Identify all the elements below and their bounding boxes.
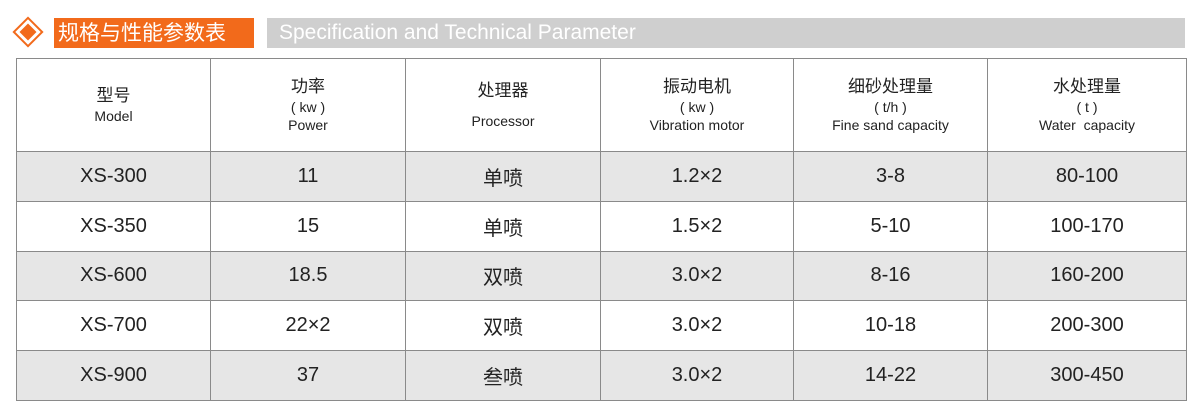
cell-power: 22×2	[210, 300, 406, 352]
cell-vibration-motor: 3.0×2	[600, 300, 794, 352]
cell-vibration-motor: 3.0×2	[600, 250, 794, 302]
table-row: XS-900 37 叁喷 3.0×2 14-22 300-450	[16, 350, 1187, 401]
cell-vibration-motor: 1.5×2	[600, 200, 794, 252]
cell-model: XS-900	[16, 350, 211, 401]
cell-fine-sand: 10-18	[793, 300, 988, 352]
header-water: 水处理量( t ) Water capacity	[987, 58, 1187, 152]
cell-water: 80-100	[987, 151, 1187, 202]
cell-power: 37	[210, 350, 406, 401]
cell-fine-sand: 5-10	[793, 200, 988, 252]
cell-vibration-motor: 1.2×2	[600, 151, 794, 202]
cell-fine-sand: 8-16	[793, 250, 988, 302]
cell-fine-sand: 14-22	[793, 350, 988, 401]
diamond-icon	[12, 16, 44, 48]
cell-water: 100-170	[987, 200, 1187, 252]
cell-water: 300-450	[987, 350, 1187, 401]
cell-processor: 单喷	[405, 151, 601, 202]
header-model: 型号 Model	[16, 58, 211, 152]
cell-power: 15	[210, 200, 406, 252]
cell-vibration-motor: 3.0×2	[600, 350, 794, 401]
cell-processor: 单喷	[405, 200, 601, 252]
header-power: 功率( kw ) Power	[210, 58, 406, 152]
section-title-cn: 规格与性能参数表	[54, 18, 254, 48]
cell-processor: 叁喷	[405, 350, 601, 401]
table-row: XS-700 22×2 双喷 3.0×2 10-18 200-300	[16, 300, 1187, 352]
cell-model: XS-600	[16, 250, 211, 302]
section-title-en: Specification and Technical Parameter	[267, 18, 1185, 48]
table-row: XS-350 15 单喷 1.5×2 5-10 100-170	[16, 200, 1187, 252]
header-fine-sand: 细砂处理量( t/h ) Fine sand capacity	[793, 58, 988, 152]
header-row: 型号 Model 功率( kw ) Power 处理器 Processor 振动电机(…	[16, 58, 1187, 152]
cell-water: 200-300	[987, 300, 1187, 352]
cell-water: 160-200	[987, 250, 1187, 302]
cell-model: XS-700	[16, 300, 211, 352]
cell-processor: 双喷	[405, 300, 601, 352]
cell-fine-sand: 3-8	[793, 151, 988, 202]
header-processor: 处理器 Processor	[405, 58, 601, 152]
cell-power: 11	[210, 151, 406, 202]
header-vibration-motor: 振动电机( kw ) Vibration motor	[600, 58, 794, 152]
table-row: XS-600 18.5 双喷 3.0×2 8-16 160-200	[16, 250, 1187, 302]
cell-model: XS-300	[16, 151, 211, 202]
spec-table: 型号 Model 功率( kw ) Power 处理器 Processor 振动电机(…	[16, 58, 1187, 401]
table-row: XS-300 11 单喷 1.2×2 3-8 80-100	[16, 151, 1187, 202]
cell-processor: 双喷	[405, 250, 601, 302]
cell-model: XS-350	[16, 200, 211, 252]
cell-power: 18.5	[210, 250, 406, 302]
